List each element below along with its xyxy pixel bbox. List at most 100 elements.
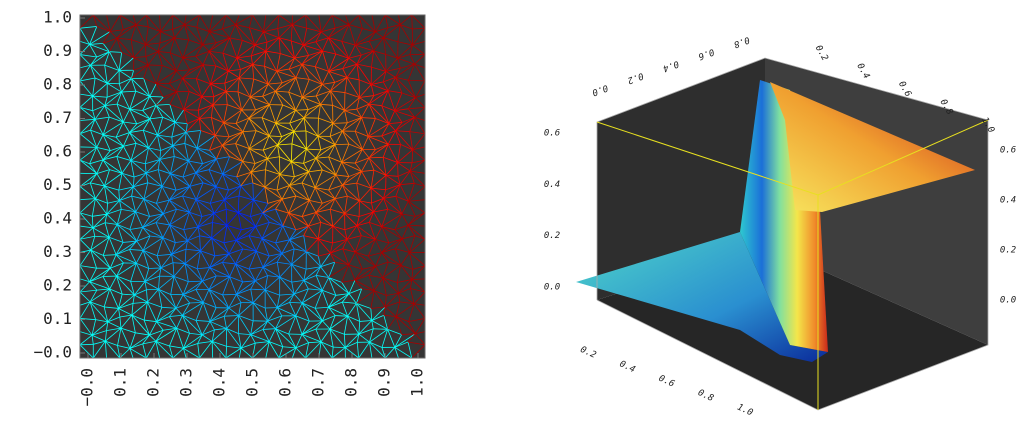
mesh-edge bbox=[235, 143, 250, 150]
mesh-edge bbox=[265, 50, 278, 72]
y-tick-label: −0.0 bbox=[33, 343, 72, 362]
mesh-edge bbox=[182, 280, 203, 296]
mesh-edge bbox=[109, 254, 117, 269]
mesh-edge bbox=[356, 303, 361, 322]
mesh-edge bbox=[222, 161, 243, 175]
mesh-edge bbox=[332, 225, 346, 231]
mesh-edge bbox=[94, 116, 110, 120]
mesh-edge bbox=[295, 342, 309, 349]
mesh-edge bbox=[332, 110, 345, 124]
mesh-edge bbox=[195, 199, 215, 214]
mesh-edge bbox=[346, 77, 360, 81]
mesh-edge bbox=[238, 69, 241, 78]
mesh-edge bbox=[409, 252, 425, 266]
mesh-edge bbox=[222, 294, 230, 309]
mesh-edge bbox=[269, 90, 276, 105]
mesh-edge bbox=[318, 15, 322, 32]
mesh-edge bbox=[135, 198, 145, 213]
mesh-edge bbox=[288, 315, 297, 335]
mesh-edge bbox=[409, 238, 425, 253]
mesh-edge bbox=[133, 182, 148, 188]
mesh-edge bbox=[197, 213, 215, 228]
mesh-edge bbox=[119, 186, 134, 201]
mesh-edge bbox=[143, 198, 150, 217]
mesh-edge bbox=[92, 105, 105, 112]
mesh-edge bbox=[186, 130, 201, 133]
mesh-edge bbox=[96, 159, 104, 174]
mesh-edge bbox=[238, 315, 254, 322]
mesh-edge bbox=[359, 84, 372, 98]
mesh-edge bbox=[278, 37, 281, 54]
mesh-edge bbox=[301, 212, 317, 217]
mesh-edge bbox=[276, 185, 290, 191]
mesh-edge bbox=[303, 269, 307, 281]
mesh-edge bbox=[400, 63, 415, 69]
mesh-edge bbox=[306, 148, 321, 151]
mesh-edge bbox=[358, 328, 374, 335]
mesh-edge bbox=[171, 242, 176, 255]
mesh-edge bbox=[80, 198, 96, 214]
mesh-edge bbox=[344, 108, 357, 111]
mesh-edge bbox=[182, 195, 190, 213]
mesh-edge bbox=[407, 108, 415, 118]
mesh-edge bbox=[157, 135, 162, 151]
mesh-edge bbox=[209, 145, 223, 151]
mesh-edge bbox=[222, 37, 230, 54]
mesh-edge bbox=[384, 295, 387, 307]
mesh-edge bbox=[289, 293, 295, 303]
mesh-edge bbox=[156, 70, 177, 84]
mesh-edge bbox=[278, 24, 293, 39]
mesh-edge bbox=[235, 226, 256, 241]
mesh-edge bbox=[329, 315, 348, 330]
mesh-edge bbox=[344, 333, 360, 348]
mesh-edge bbox=[413, 291, 425, 305]
mesh-edge bbox=[303, 148, 307, 164]
mesh-edge bbox=[277, 143, 292, 146]
mesh-edge bbox=[276, 262, 281, 278]
mesh-edge bbox=[308, 341, 322, 344]
mesh bbox=[80, 15, 425, 358]
mesh-edge bbox=[354, 235, 362, 253]
mesh-edge bbox=[320, 144, 336, 151]
mesh-edge bbox=[109, 169, 123, 174]
mesh-edge bbox=[249, 78, 255, 98]
mesh-edge bbox=[145, 56, 149, 66]
mesh-edge bbox=[356, 63, 372, 85]
mesh-edge bbox=[293, 117, 305, 132]
mesh-edge bbox=[385, 54, 398, 59]
mesh-edge bbox=[120, 327, 131, 349]
mesh-edge bbox=[172, 262, 175, 277]
mesh-edge bbox=[224, 195, 240, 201]
mesh-edge bbox=[229, 156, 243, 162]
mesh-edge bbox=[236, 171, 252, 178]
mesh-edge bbox=[267, 83, 276, 92]
mesh-edge bbox=[201, 83, 211, 97]
mesh-edge bbox=[397, 170, 411, 177]
mesh-edge bbox=[238, 333, 251, 336]
mesh-edge bbox=[388, 238, 403, 244]
mesh-edge bbox=[318, 252, 331, 257]
mesh-edge bbox=[386, 292, 399, 296]
mesh-edge bbox=[276, 189, 283, 200]
mesh-edge bbox=[134, 289, 147, 296]
mesh-edge bbox=[398, 279, 413, 294]
mesh-edge bbox=[129, 249, 144, 251]
mesh-edge bbox=[356, 50, 374, 65]
mesh-edge bbox=[328, 144, 336, 158]
mesh-edge bbox=[347, 315, 360, 322]
mesh-edge bbox=[354, 162, 362, 172]
mesh-edge bbox=[89, 173, 98, 184]
mesh-edge bbox=[375, 143, 389, 150]
mesh-edge bbox=[171, 248, 187, 255]
mesh-edge bbox=[383, 27, 389, 38]
mesh-edge bbox=[250, 216, 256, 227]
mesh-edge bbox=[174, 122, 187, 133]
mesh-edge bbox=[161, 185, 177, 191]
mesh-edge bbox=[289, 185, 310, 201]
mesh-edge bbox=[396, 282, 399, 294]
mesh-edge bbox=[145, 15, 149, 27]
mesh-edge bbox=[131, 186, 134, 197]
mesh-edge bbox=[169, 209, 177, 226]
mesh-edge bbox=[90, 182, 105, 187]
z-right-tick-label: 0.2 bbox=[1000, 246, 1016, 256]
